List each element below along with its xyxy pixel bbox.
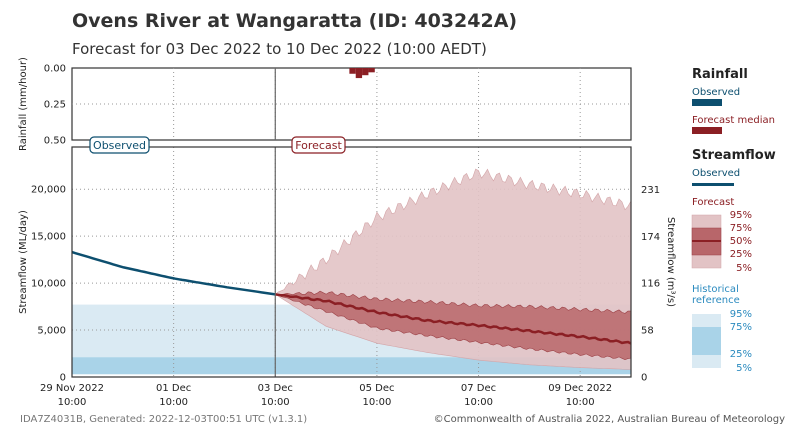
- flow-y2-ticks: 0 58 116 174 231: [641, 185, 660, 384]
- flow-y-tick-label: 0: [60, 373, 66, 384]
- legend-flow-observed-swatch: [692, 183, 734, 186]
- chart-canvas: 0.00 0.25 0.50 Rainfall (mm/hour) 0 5,000 10…: [18, 57, 776, 408]
- legend: Rainfall Observed Forecast median Stream…: [691, 67, 776, 374]
- flow-x-tick-date: 09 Dec 2022: [548, 383, 612, 394]
- flow-y-tick-label: 5,000: [37, 326, 66, 337]
- rain-bar: [349, 68, 356, 74]
- flow-x-tick-time: 10:00: [464, 397, 493, 408]
- rain-panel-frame: [71, 67, 632, 141]
- observed-box: Observed: [89, 136, 150, 154]
- rain-y-axis-label: Rainfall (mm/hour): [18, 57, 29, 151]
- flow-y2-tick-label: 0: [641, 373, 647, 384]
- rain-y-tick-label: 0.00: [44, 64, 66, 75]
- flow-x-tick-time: 10:00: [362, 397, 391, 408]
- legend-p75: 75%: [730, 223, 752, 234]
- legend-p5: 5%: [736, 263, 752, 274]
- rain-gridlines: [72, 68, 631, 140]
- flow-x-tick-date: 01 Dec: [156, 383, 191, 394]
- legend-rain-observed-label: Observed: [692, 87, 740, 98]
- legend-p95: 95%: [730, 210, 752, 221]
- legend-rain-forecast-swatch: [692, 127, 722, 134]
- flow-x-tick-time: 10:00: [58, 397, 87, 408]
- flow-panel-frame: [71, 146, 632, 378]
- footer-copyright: ©Commonwealth of Australia 2022, Austral…: [433, 414, 785, 425]
- flow-lines: [71, 250, 632, 345]
- legend-rain-forecast-label: Forecast median: [692, 115, 775, 126]
- flow-x-tick-time: 10:00: [261, 397, 290, 408]
- legend-h75: 75%: [730, 322, 752, 333]
- legend-h25: 25%: [730, 349, 752, 360]
- rain-y-ticks: 0.00 0.25 0.50: [44, 64, 66, 147]
- chart-title: Ovens River at Wangaratta (ID: 403242A): [72, 10, 518, 32]
- flow-x-tick-date: 05 Dec: [359, 383, 394, 394]
- flow-y2-tick-label: 58: [641, 326, 654, 337]
- observed-flow-line: [71, 250, 276, 296]
- flow-y2-tick-label: 116: [641, 279, 660, 290]
- rain-bar: [368, 68, 375, 73]
- legend-rain-observed-swatch: [692, 99, 722, 106]
- forecast-box: Forecast: [291, 136, 346, 154]
- rain-y-tick-label: 0.50: [44, 136, 66, 147]
- flow-y-tick-label: 10,000: [31, 279, 66, 290]
- flow-y-tick-label: 15,000: [31, 232, 66, 243]
- rain-y-tick-label: 0.25: [44, 100, 66, 111]
- flow-x-tick-date: 03 Dec: [258, 383, 293, 394]
- flow-y2-tick-label: 174: [641, 232, 660, 243]
- legend-h95: 95%: [730, 309, 752, 320]
- flow-x-ticks: 29 Nov 2022 10:00 01 Dec 10:00 03 Dec 10:00 05…: [40, 383, 612, 408]
- flow-y-tick-label: 20,000: [31, 185, 66, 196]
- flow-y2-axis-label: Streamflow (m³/s): [665, 217, 676, 307]
- rain-bars: [349, 68, 375, 79]
- legend-h5: 5%: [736, 363, 752, 374]
- legend-hist-inner-swatch: [692, 327, 721, 355]
- legend-p25: 25%: [730, 249, 752, 260]
- legend-hist-title-1: Historical: [692, 284, 739, 295]
- flow-y-ticks: 0 5,000 10,000 15,000 20,000: [31, 185, 66, 384]
- observed-box-label: Observed: [93, 139, 146, 152]
- flow-y-axis-label: Streamflow (ML/day): [18, 210, 29, 314]
- flow-x-tick-date: 07 Dec: [461, 383, 496, 394]
- rain-bar: [355, 68, 363, 79]
- flow-x-tick-date: 29 Nov 2022: [40, 383, 104, 394]
- flow-x-tick-time: 10:00: [159, 397, 188, 408]
- flow-x-tick-time: 10:00: [566, 397, 595, 408]
- flow-y2-tick-label: 231: [641, 185, 660, 196]
- legend-p50: 50%: [730, 236, 752, 247]
- legend-rainfall-title: Rainfall: [692, 67, 748, 82]
- rain-bar: [362, 68, 369, 76]
- legend-hist-title-2: reference: [692, 295, 740, 306]
- forecast-median-line: [275, 293, 632, 345]
- footer-generated-info: IDA7Z4031B, Generated: 2022-12-03T00:51 …: [20, 414, 308, 425]
- legend-flow-forecast-label: Forecast: [692, 197, 734, 208]
- chart-subtitle: Forecast for 03 Dec 2022 to 10 Dec 2022 …: [72, 40, 487, 58]
- legend-flow-observed-label: Observed: [692, 168, 740, 179]
- legend-streamflow-title: Streamflow: [692, 148, 776, 163]
- forecast-box-label: Forecast: [295, 139, 342, 152]
